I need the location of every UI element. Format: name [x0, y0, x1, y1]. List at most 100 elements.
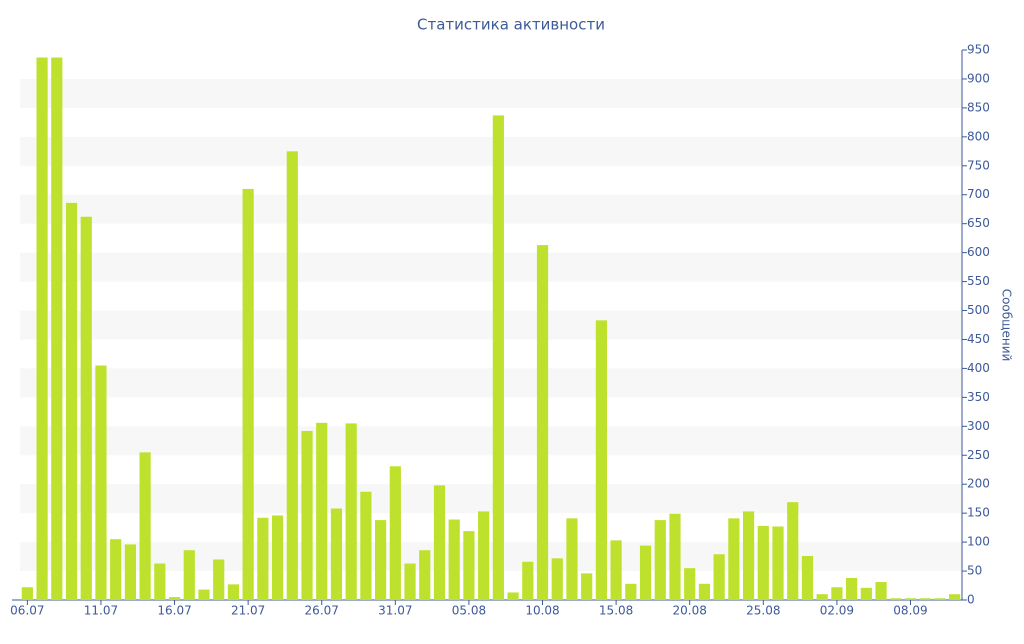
- y-tick-label: 950: [967, 43, 990, 57]
- bar: [698, 583, 711, 600]
- bar: [772, 526, 784, 600]
- bar: [168, 597, 181, 600]
- bar: [949, 594, 961, 600]
- y-tick-label: 250: [967, 448, 990, 462]
- bar: [271, 515, 284, 600]
- y-tick-label: 200: [967, 477, 990, 491]
- bar: [669, 513, 681, 600]
- grid-band: [20, 194, 962, 224]
- y-axis-label: Сообщений: [1000, 289, 1014, 362]
- bar: [904, 598, 917, 600]
- bar: [625, 583, 637, 600]
- x-tick-label: 26.07: [305, 604, 339, 618]
- bar: [139, 452, 151, 600]
- bar: [742, 511, 755, 600]
- grid-band: [20, 484, 962, 514]
- y-tick-label: 100: [967, 535, 990, 549]
- y-tick-label: 400: [967, 361, 990, 375]
- bar: [154, 563, 166, 600]
- bar: [757, 525, 769, 600]
- bar: [787, 502, 799, 600]
- bar: [227, 584, 240, 600]
- bar: [507, 592, 519, 600]
- bar: [890, 598, 902, 600]
- x-tick-label: 08.09: [893, 604, 927, 618]
- x-tick-label: 25.08: [746, 604, 780, 618]
- bar: [345, 423, 357, 600]
- y-tick-label: 150: [967, 506, 990, 520]
- bar: [478, 511, 490, 600]
- y-tick-label: 700: [967, 187, 990, 201]
- y-tick-label: 850: [967, 100, 990, 114]
- bar: [433, 485, 446, 600]
- y-tick-label: 750: [967, 158, 990, 172]
- bar: [448, 519, 460, 600]
- grid-band: [20, 252, 962, 282]
- bar: [860, 587, 872, 600]
- bar: [522, 561, 534, 600]
- bar: [846, 578, 858, 600]
- bar: [875, 582, 887, 600]
- bar: [301, 430, 313, 600]
- bar: [36, 57, 48, 601]
- x-tick-label: 06.07: [10, 604, 44, 618]
- bar: [51, 57, 63, 601]
- bar: [713, 554, 725, 600]
- bar: [330, 508, 343, 600]
- bar: [728, 518, 740, 600]
- grid-band: [20, 310, 962, 340]
- bar: [21, 587, 33, 600]
- bar: [389, 466, 401, 600]
- x-tick-label: 21.07: [231, 604, 265, 618]
- bar: [124, 544, 136, 600]
- bar: [831, 587, 843, 600]
- y-tick-label: 650: [967, 216, 990, 230]
- bar: [242, 188, 254, 600]
- bar: [919, 598, 931, 600]
- bar: [463, 531, 475, 600]
- bar: [316, 422, 328, 600]
- bar: [95, 365, 107, 600]
- y-tick-label: 550: [967, 274, 990, 288]
- y-tick-label: 450: [967, 332, 990, 346]
- x-tick-label: 11.07: [84, 604, 118, 618]
- bar: [419, 550, 431, 600]
- y-tick-label: 500: [967, 303, 990, 317]
- bar: [198, 589, 210, 600]
- bar: [404, 563, 416, 600]
- bar: [183, 550, 195, 600]
- chart-title: Статистика активности: [417, 16, 605, 34]
- bar: [286, 151, 298, 600]
- x-tick-label: 05.08: [452, 604, 486, 618]
- bar: [934, 598, 946, 600]
- bar: [639, 545, 652, 600]
- y-tick-label: 0: [967, 593, 975, 607]
- bar: [110, 539, 122, 600]
- grid-band: [20, 368, 962, 398]
- x-tick-label: 02.09: [820, 604, 854, 618]
- bar: [65, 202, 78, 600]
- y-tick-label: 300: [967, 419, 990, 433]
- bar: [801, 556, 814, 600]
- x-tick-label: 10.08: [525, 604, 559, 618]
- bar: [257, 517, 269, 600]
- grid-band: [20, 136, 962, 166]
- bar: [536, 245, 549, 600]
- y-tick-label: 800: [967, 129, 990, 143]
- grid-band: [20, 426, 962, 456]
- x-tick-label: 20.08: [673, 604, 707, 618]
- y-tick-label: 900: [967, 71, 990, 85]
- bar: [684, 568, 696, 600]
- grid-band: [20, 78, 962, 108]
- y-tick-label: 50: [967, 564, 982, 578]
- bar: [375, 520, 387, 600]
- bar: [360, 491, 372, 600]
- bar: [595, 320, 607, 600]
- x-tick-label: 31.07: [378, 604, 412, 618]
- bar: [816, 594, 828, 600]
- y-tick-label: 600: [967, 245, 990, 259]
- bar: [566, 518, 578, 600]
- x-tick-label: 16.07: [157, 604, 191, 618]
- bar: [551, 558, 563, 600]
